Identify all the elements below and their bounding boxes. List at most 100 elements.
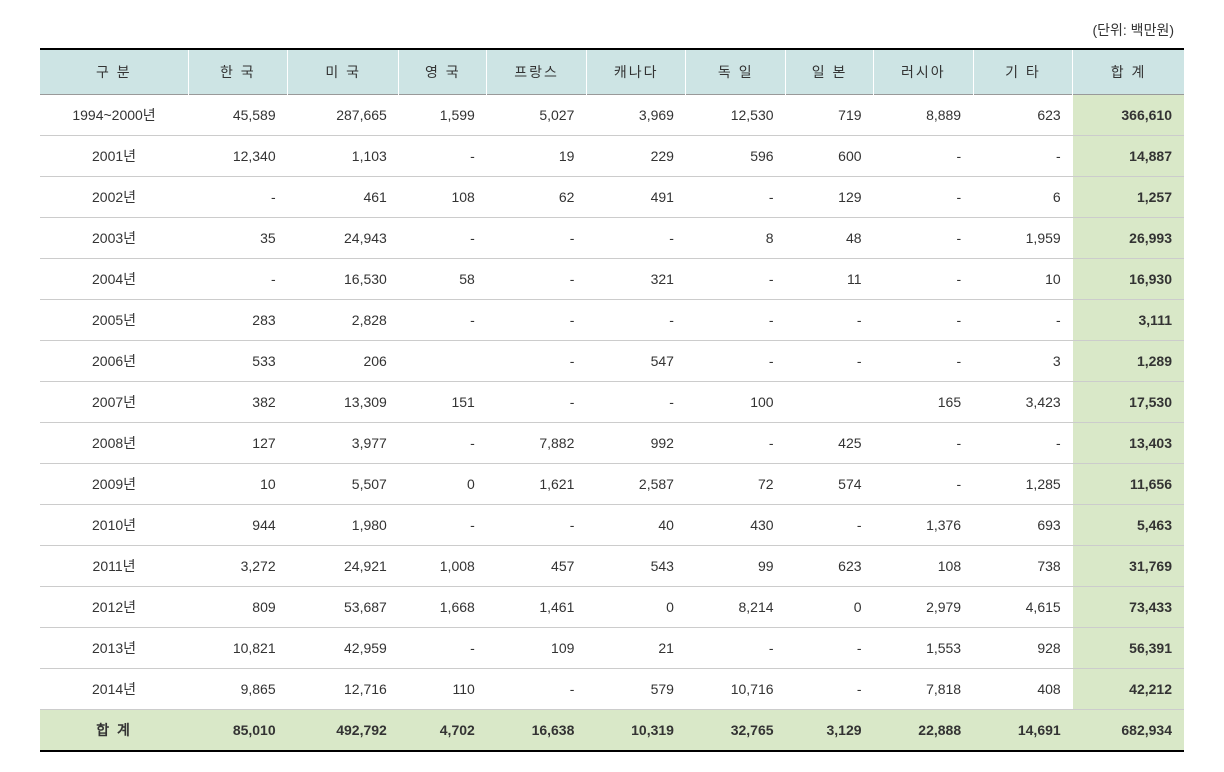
cell: 1,668 <box>399 587 487 628</box>
cell: - <box>973 136 1073 177</box>
cell: 0 <box>586 587 686 628</box>
cell: 287,665 <box>288 95 399 136</box>
cell: 600 <box>786 136 874 177</box>
cell: 1,599 <box>399 95 487 136</box>
cell: 24,943 <box>288 218 399 259</box>
cell: 461 <box>288 177 399 218</box>
row-label: 2005년 <box>40 300 188 341</box>
cell: - <box>487 218 587 259</box>
cell: 48 <box>786 218 874 259</box>
table-row: 2004년-16,53058-321-11-1016,930 <box>40 259 1184 300</box>
cell: 1,959 <box>973 218 1073 259</box>
cell: 1,285 <box>973 464 1073 505</box>
cell: 596 <box>686 136 786 177</box>
cell: 1,008 <box>399 546 487 587</box>
cell: 42,959 <box>288 628 399 669</box>
row-label: 2010년 <box>40 505 188 546</box>
cell: - <box>188 259 288 300</box>
cell: - <box>487 505 587 546</box>
cell: 62 <box>487 177 587 218</box>
cell <box>399 341 487 382</box>
cell: 283 <box>188 300 288 341</box>
cell: - <box>686 423 786 464</box>
cell: 9,865 <box>188 669 288 710</box>
cell: 16,930 <box>1073 259 1184 300</box>
cell: 382 <box>188 382 288 423</box>
cell: 491 <box>586 177 686 218</box>
cell: - <box>399 505 487 546</box>
total-row-label: 합 계 <box>40 710 188 752</box>
cell: 17,530 <box>1073 382 1184 423</box>
total-cell: 85,010 <box>188 710 288 752</box>
row-label: 2001년 <box>40 136 188 177</box>
table-row: 2001년12,3401,103-19229596600--14,887 <box>40 136 1184 177</box>
cell: 10,716 <box>686 669 786 710</box>
table-body: 1994~2000년45,589287,6651,5995,0273,96912… <box>40 95 1184 752</box>
cell: 321 <box>586 259 686 300</box>
cell: 1,376 <box>874 505 974 546</box>
cell: 1,621 <box>487 464 587 505</box>
col-header-canada: 캐나다 <box>586 49 686 95</box>
cell: - <box>686 300 786 341</box>
table-row: 2003년3524,943---848-1,95926,993 <box>40 218 1184 259</box>
cell: 4,615 <box>973 587 1073 628</box>
row-label: 2011년 <box>40 546 188 587</box>
cell: - <box>686 341 786 382</box>
cell <box>786 382 874 423</box>
cell: 1,461 <box>487 587 587 628</box>
cell: - <box>874 464 974 505</box>
cell: - <box>874 218 974 259</box>
row-label: 2003년 <box>40 218 188 259</box>
cell: 108 <box>874 546 974 587</box>
cell: 738 <box>973 546 1073 587</box>
cell: 16,530 <box>288 259 399 300</box>
cell: - <box>487 669 587 710</box>
row-label: 2002년 <box>40 177 188 218</box>
table-row: 2010년9441,980--40430-1,3766935,463 <box>40 505 1184 546</box>
table-row: 2014년9,86512,716110-57910,716-7,81840842… <box>40 669 1184 710</box>
cell: 3,423 <box>973 382 1073 423</box>
cell: 110 <box>399 669 487 710</box>
cell: - <box>188 177 288 218</box>
cell: - <box>487 259 587 300</box>
row-label: 2007년 <box>40 382 188 423</box>
col-header-total: 합 계 <box>1073 49 1184 95</box>
cell: 992 <box>586 423 686 464</box>
cell: - <box>686 177 786 218</box>
cell: 425 <box>786 423 874 464</box>
cell: 3,977 <box>288 423 399 464</box>
cell: - <box>399 423 487 464</box>
cell: 0 <box>399 464 487 505</box>
cell: 7,882 <box>487 423 587 464</box>
cell: 21 <box>586 628 686 669</box>
cell: - <box>586 218 686 259</box>
table-row: 2006년533206-547---31,289 <box>40 341 1184 382</box>
cell: 8 <box>686 218 786 259</box>
total-row: 합 계85,010492,7924,70216,63810,31932,7653… <box>40 710 1184 752</box>
cell: 1,553 <box>874 628 974 669</box>
cell: 99 <box>686 546 786 587</box>
cell: 5,027 <box>487 95 587 136</box>
cell: 35 <box>188 218 288 259</box>
total-cell: 16,638 <box>487 710 587 752</box>
total-cell: 682,934 <box>1073 710 1184 752</box>
cell: - <box>874 177 974 218</box>
cell: - <box>487 341 587 382</box>
cell: 2,587 <box>586 464 686 505</box>
cell: 10 <box>188 464 288 505</box>
cell: 1,980 <box>288 505 399 546</box>
cell: 72 <box>686 464 786 505</box>
cell: 1,257 <box>1073 177 1184 218</box>
total-cell: 10,319 <box>586 710 686 752</box>
cell: 11,656 <box>1073 464 1184 505</box>
cell: 2,828 <box>288 300 399 341</box>
col-header-category: 구 분 <box>40 49 188 95</box>
cell: 8,889 <box>874 95 974 136</box>
col-header-korea: 한 국 <box>188 49 288 95</box>
cell: 129 <box>786 177 874 218</box>
cell: 127 <box>188 423 288 464</box>
cell: 100 <box>686 382 786 423</box>
table-row: 2002년-46110862491-129-61,257 <box>40 177 1184 218</box>
cell: - <box>874 136 974 177</box>
cell: - <box>686 259 786 300</box>
